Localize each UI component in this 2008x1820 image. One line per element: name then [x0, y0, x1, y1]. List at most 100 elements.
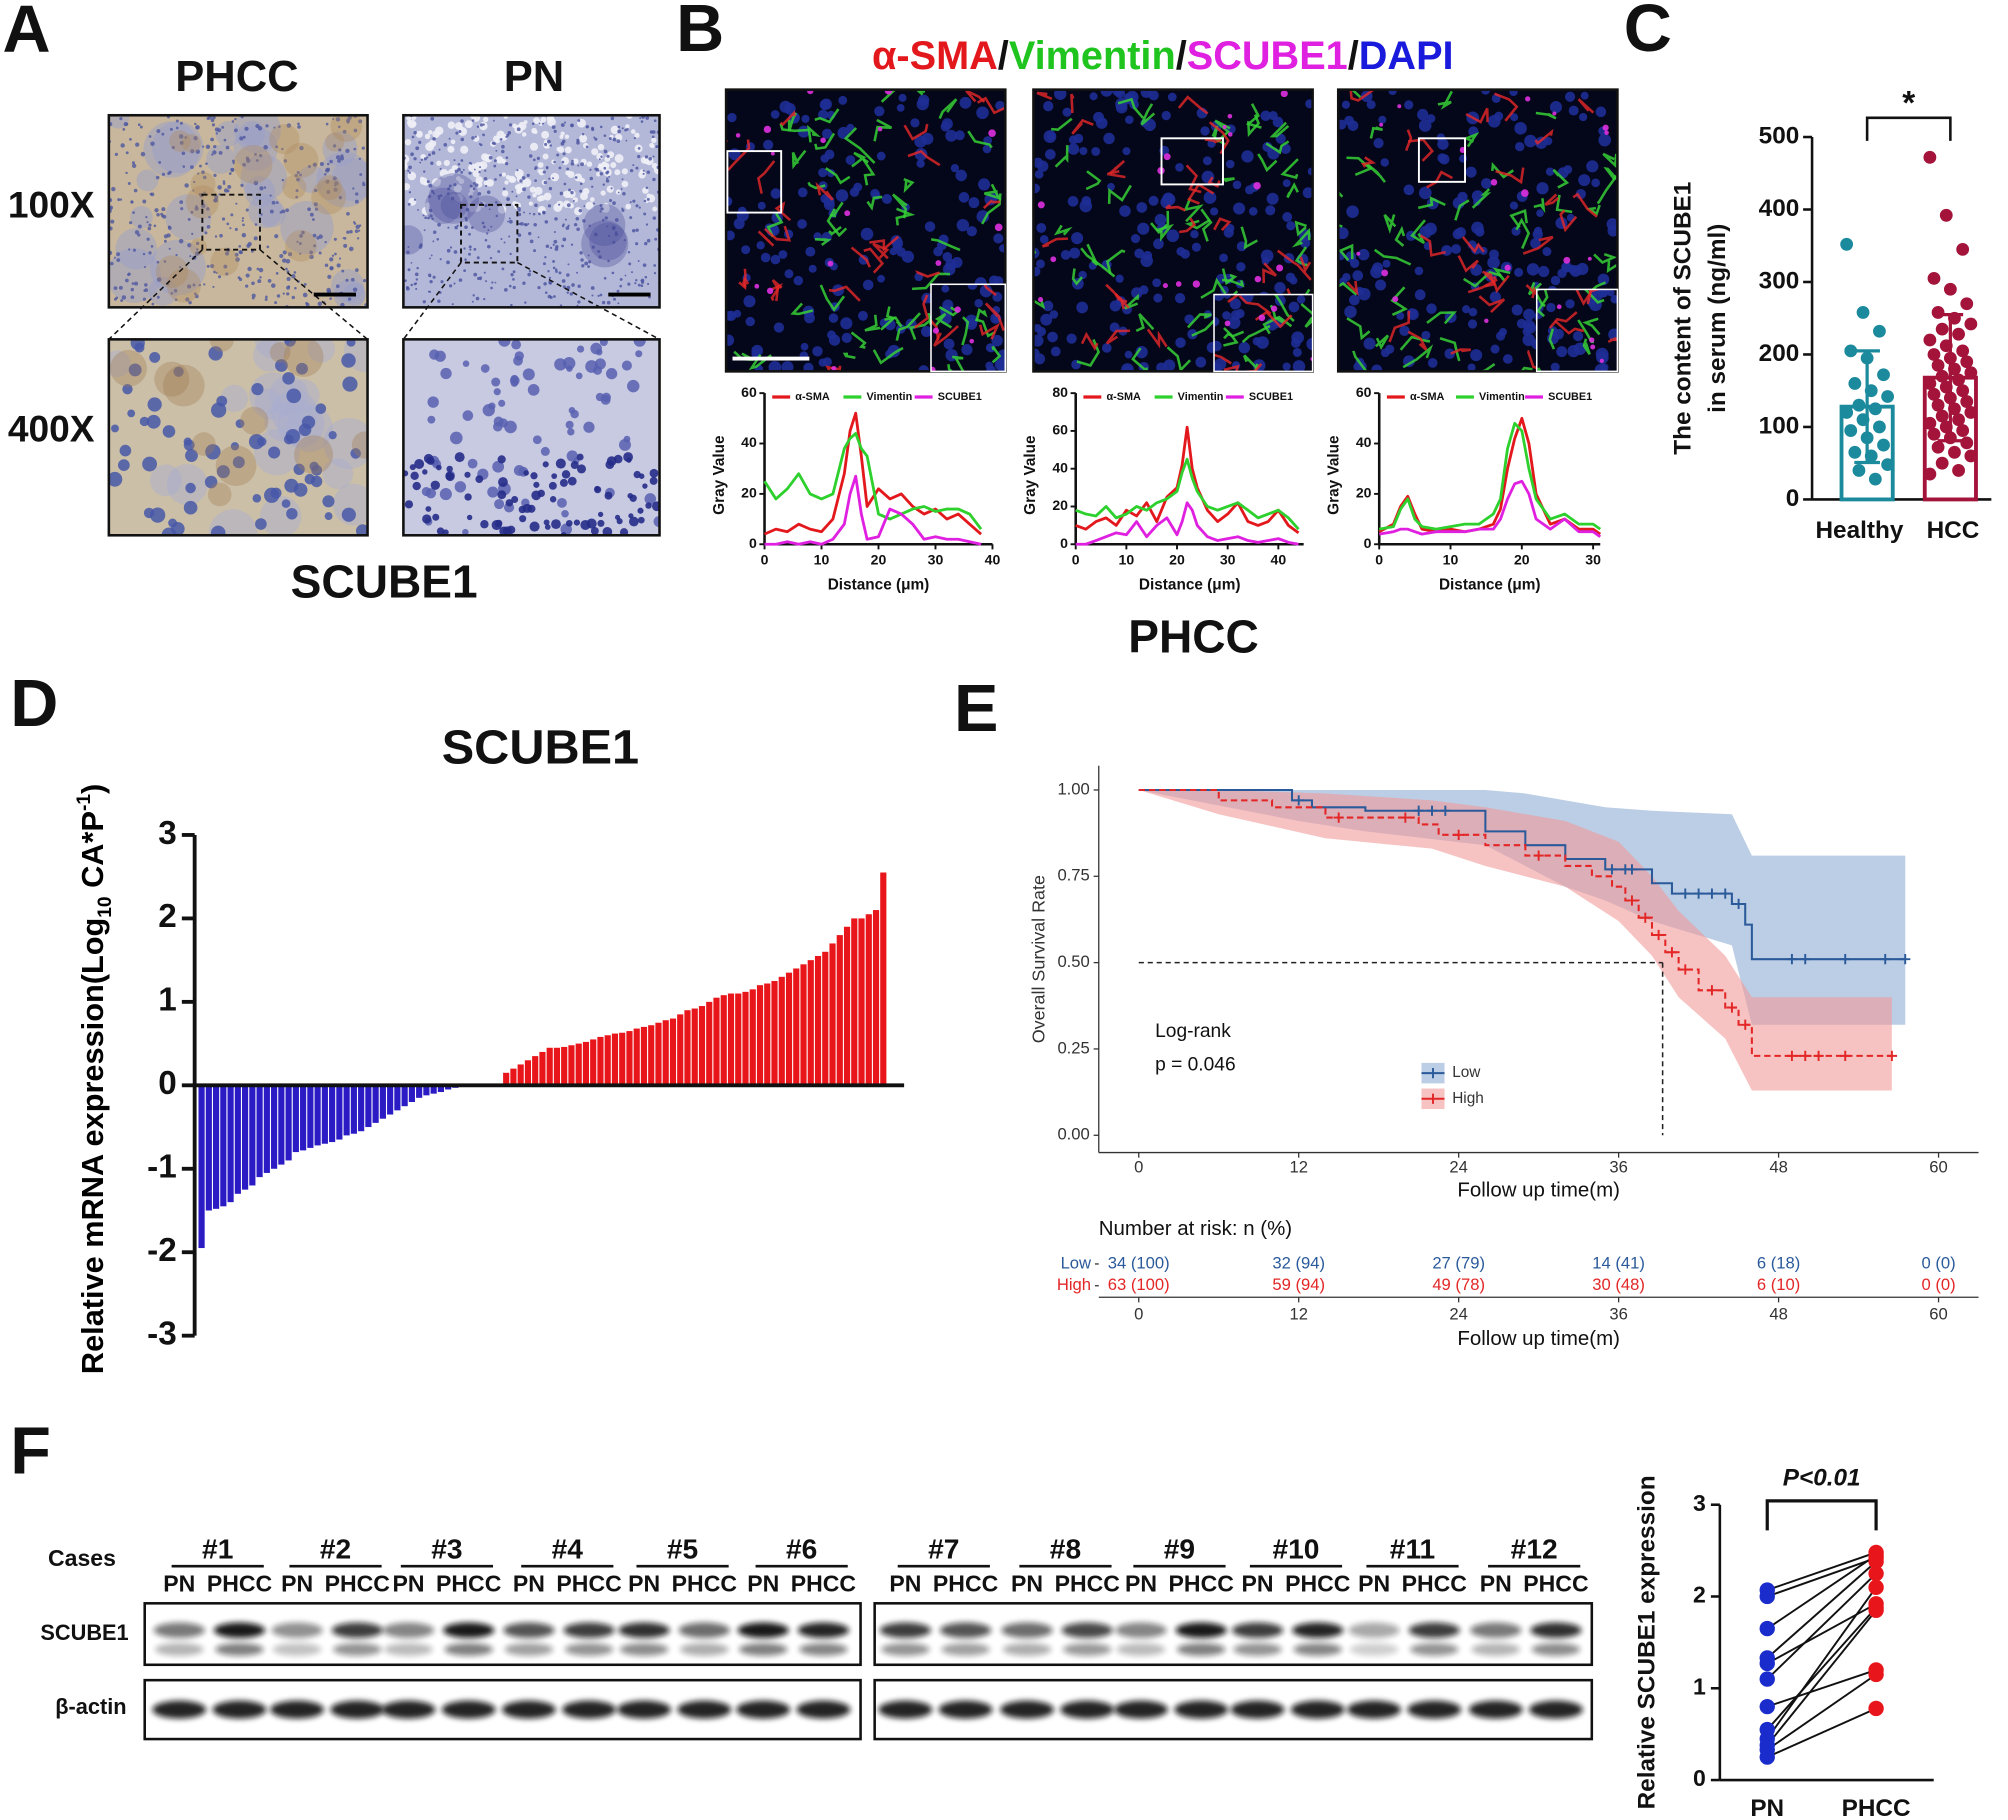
- cell: [464, 258, 467, 261]
- cell: [942, 263, 956, 276]
- cell: [567, 224, 570, 227]
- cell: [486, 232, 489, 235]
- significance-bracket: [1865, 116, 1952, 141]
- cell: [1130, 233, 1141, 244]
- fiber: [1269, 121, 1290, 138]
- y-tick-label: 2: [158, 898, 177, 935]
- pair-line: [1766, 1586, 1877, 1740]
- x-tick-label: 30: [1585, 552, 1601, 568]
- cell: [332, 117, 335, 121]
- cell: [548, 281, 553, 285]
- cell: [113, 286, 118, 290]
- cell: [1610, 295, 1618, 304]
- cell: [527, 272, 531, 277]
- bar: [532, 1056, 539, 1086]
- cell: [577, 119, 581, 122]
- fiber: [1240, 226, 1258, 250]
- cell: [580, 519, 591, 530]
- cell: [557, 146, 565, 153]
- cell: [324, 263, 329, 267]
- data-point: [1868, 1602, 1884, 1618]
- cell: [324, 172, 327, 176]
- cell: [616, 139, 621, 143]
- cell: [314, 207, 319, 211]
- cell: [959, 96, 972, 109]
- lane-label: PN: [889, 1570, 921, 1596]
- cell: [442, 529, 449, 536]
- y-tick-label: 1: [158, 982, 177, 1019]
- cell: [566, 291, 569, 294]
- cell: [245, 208, 249, 212]
- cell: [642, 172, 645, 175]
- lane-label: PN: [1011, 1570, 1043, 1596]
- cell: [591, 185, 594, 188]
- cell: [1089, 92, 1098, 101]
- cell: [1043, 130, 1057, 143]
- data-point: [1868, 1553, 1884, 1570]
- y-tick-label: 60: [1052, 422, 1068, 438]
- significance-label: P<0.01: [1783, 1465, 1861, 1492]
- lane-label: PHCC: [207, 1570, 273, 1596]
- data-point: [1935, 369, 1949, 383]
- cell: [549, 144, 552, 147]
- cell: [606, 368, 618, 380]
- cell: [508, 284, 512, 288]
- cell: [578, 208, 583, 213]
- cell: [411, 135, 415, 139]
- fiber: [1213, 217, 1232, 232]
- cell: [567, 428, 575, 436]
- cell: [1514, 267, 1524, 278]
- cell: [1139, 285, 1149, 295]
- cell: [486, 190, 491, 195]
- bar: [858, 918, 865, 1086]
- cell: [1392, 296, 1399, 303]
- cell: [976, 106, 989, 120]
- lane-label: PN: [163, 1570, 195, 1596]
- cell: [1069, 247, 1081, 259]
- lane-label: PN: [281, 1570, 313, 1596]
- cell: [549, 246, 553, 249]
- fiber: [1463, 131, 1480, 148]
- cell: [432, 178, 441, 187]
- cell: [532, 192, 537, 198]
- cell: [632, 199, 636, 203]
- cell: [259, 154, 263, 158]
- cell: [437, 197, 441, 200]
- cell: [979, 284, 993, 298]
- cell: [251, 383, 264, 396]
- legend-label: α-SMA: [1106, 391, 1141, 403]
- cell: [155, 175, 160, 180]
- cell: [845, 155, 856, 165]
- data-point: [1952, 464, 1965, 477]
- cell: [1349, 258, 1360, 269]
- cell: [326, 190, 331, 194]
- risk-cell: 27 (79): [1432, 1253, 1485, 1272]
- blot-band: [939, 1622, 992, 1638]
- cell: [507, 220, 510, 223]
- cell: [553, 295, 556, 298]
- cell: [185, 449, 198, 462]
- cell: [139, 416, 150, 427]
- cell: [619, 277, 623, 281]
- cell: [1342, 273, 1351, 282]
- cell: [456, 224, 459, 227]
- y-tick-label: 20: [1356, 485, 1372, 501]
- cell: [414, 272, 419, 277]
- y-tick-label: 1: [1693, 1673, 1706, 1699]
- micrograph: [108, 115, 368, 308]
- data-line: [1075, 457, 1300, 531]
- censor-mark: [1880, 954, 1891, 965]
- fiber: [748, 353, 772, 371]
- cell: [298, 242, 302, 245]
- micrograph: [1214, 294, 1313, 372]
- cell: [614, 133, 623, 142]
- fiber: [1262, 262, 1277, 284]
- cell: [1033, 323, 1042, 333]
- cell: [210, 118, 215, 123]
- cell: [488, 155, 493, 160]
- cell: [418, 245, 423, 249]
- cell: [565, 226, 570, 230]
- cell: [218, 193, 221, 196]
- cell: [558, 271, 562, 275]
- cell: [324, 241, 327, 244]
